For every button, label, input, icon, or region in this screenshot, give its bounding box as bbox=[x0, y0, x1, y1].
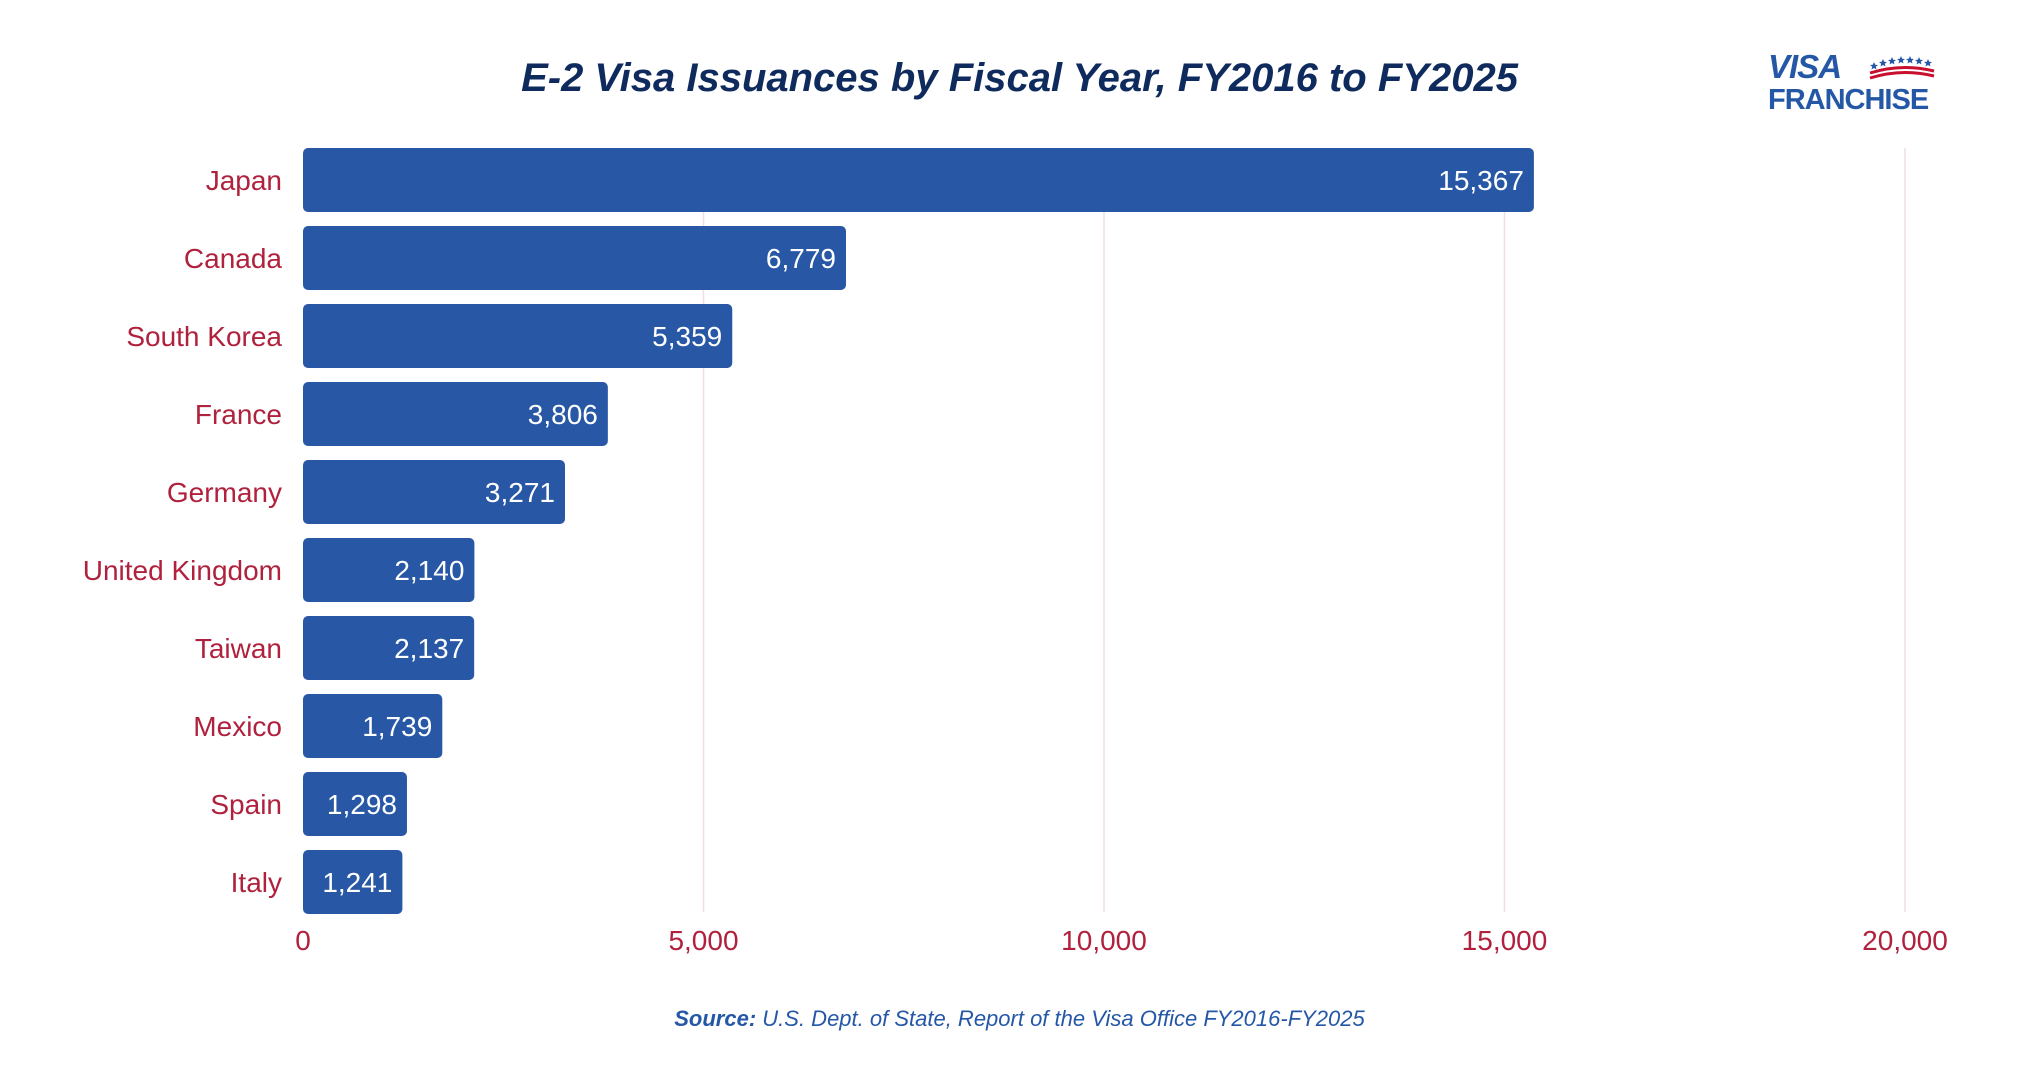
logo-text-visa: VISA bbox=[1768, 48, 1842, 85]
bar bbox=[303, 304, 733, 368]
bar bbox=[303, 226, 846, 290]
bar-value-label: 2,137 bbox=[394, 633, 464, 664]
x-tick-label: 0 bbox=[295, 925, 311, 956]
x-axis-ticks: 0 5,000 10,000 15,000 20,000 bbox=[295, 925, 1948, 956]
gridlines bbox=[702, 148, 1906, 912]
category-label: France bbox=[195, 399, 282, 430]
bar-value-label: 5,359 bbox=[652, 321, 722, 352]
flag-stars-icon bbox=[1869, 56, 1935, 80]
bar-value-label: 6,779 bbox=[766, 243, 836, 274]
chart-title: E-2 Visa Issuances by Fiscal Year, FY201… bbox=[521, 56, 1518, 100]
visa-franchise-logo: VISA FRANCHISE bbox=[1768, 50, 1948, 120]
category-label: Spain bbox=[210, 789, 282, 820]
category-label: South Korea bbox=[126, 321, 282, 352]
source-note: Source: U.S. Dept. of State, Report of t… bbox=[0, 1006, 2039, 1032]
x-tick-label: 20,000 bbox=[1862, 925, 1948, 956]
category-label: Germany bbox=[167, 477, 282, 508]
bar-chart: 15,367 6,779 5,359 3,806 3,271 2,140 2,137 1,73… bbox=[83, 148, 1948, 956]
bars: 15,367 6,779 5,359 3,806 3,271 2,140 2,137 1,73… bbox=[303, 148, 1534, 914]
bar bbox=[303, 772, 407, 836]
bar bbox=[303, 382, 608, 446]
bar-value-label: 1,739 bbox=[362, 711, 432, 742]
category-label: Japan bbox=[206, 165, 282, 196]
category-label: Mexico bbox=[193, 711, 282, 742]
x-tick-label: 5,000 bbox=[668, 925, 738, 956]
bar-value-label: 1,298 bbox=[327, 789, 397, 820]
x-tick-label: 10,000 bbox=[1061, 925, 1147, 956]
bar bbox=[303, 460, 566, 524]
category-label: Italy bbox=[231, 867, 282, 898]
category-label: United Kingdom bbox=[83, 555, 282, 586]
category-labels: Japan Canada South Korea France Germany Unite… bbox=[83, 165, 283, 898]
category-label: Canada bbox=[184, 243, 283, 274]
category-label: Taiwan bbox=[195, 633, 282, 664]
bar bbox=[303, 850, 403, 914]
bar bbox=[303, 538, 475, 602]
source-text: U.S. Dept. of State, Report of the Visa … bbox=[762, 1006, 1365, 1031]
bar bbox=[303, 148, 1534, 212]
bar-value-label: 1,241 bbox=[322, 867, 392, 898]
source-label: Source: bbox=[674, 1006, 757, 1031]
bar-value-label: 3,806 bbox=[528, 399, 598, 430]
bar-value-label: 3,271 bbox=[485, 477, 555, 508]
logo-text-franchise: FRANCHISE bbox=[1768, 84, 1929, 116]
bar bbox=[303, 616, 475, 680]
bar-value-label: 15,367 bbox=[1438, 165, 1524, 196]
bar bbox=[303, 694, 443, 758]
bar-value-label: 2,140 bbox=[394, 555, 464, 586]
x-tick-label: 15,000 bbox=[1462, 925, 1548, 956]
